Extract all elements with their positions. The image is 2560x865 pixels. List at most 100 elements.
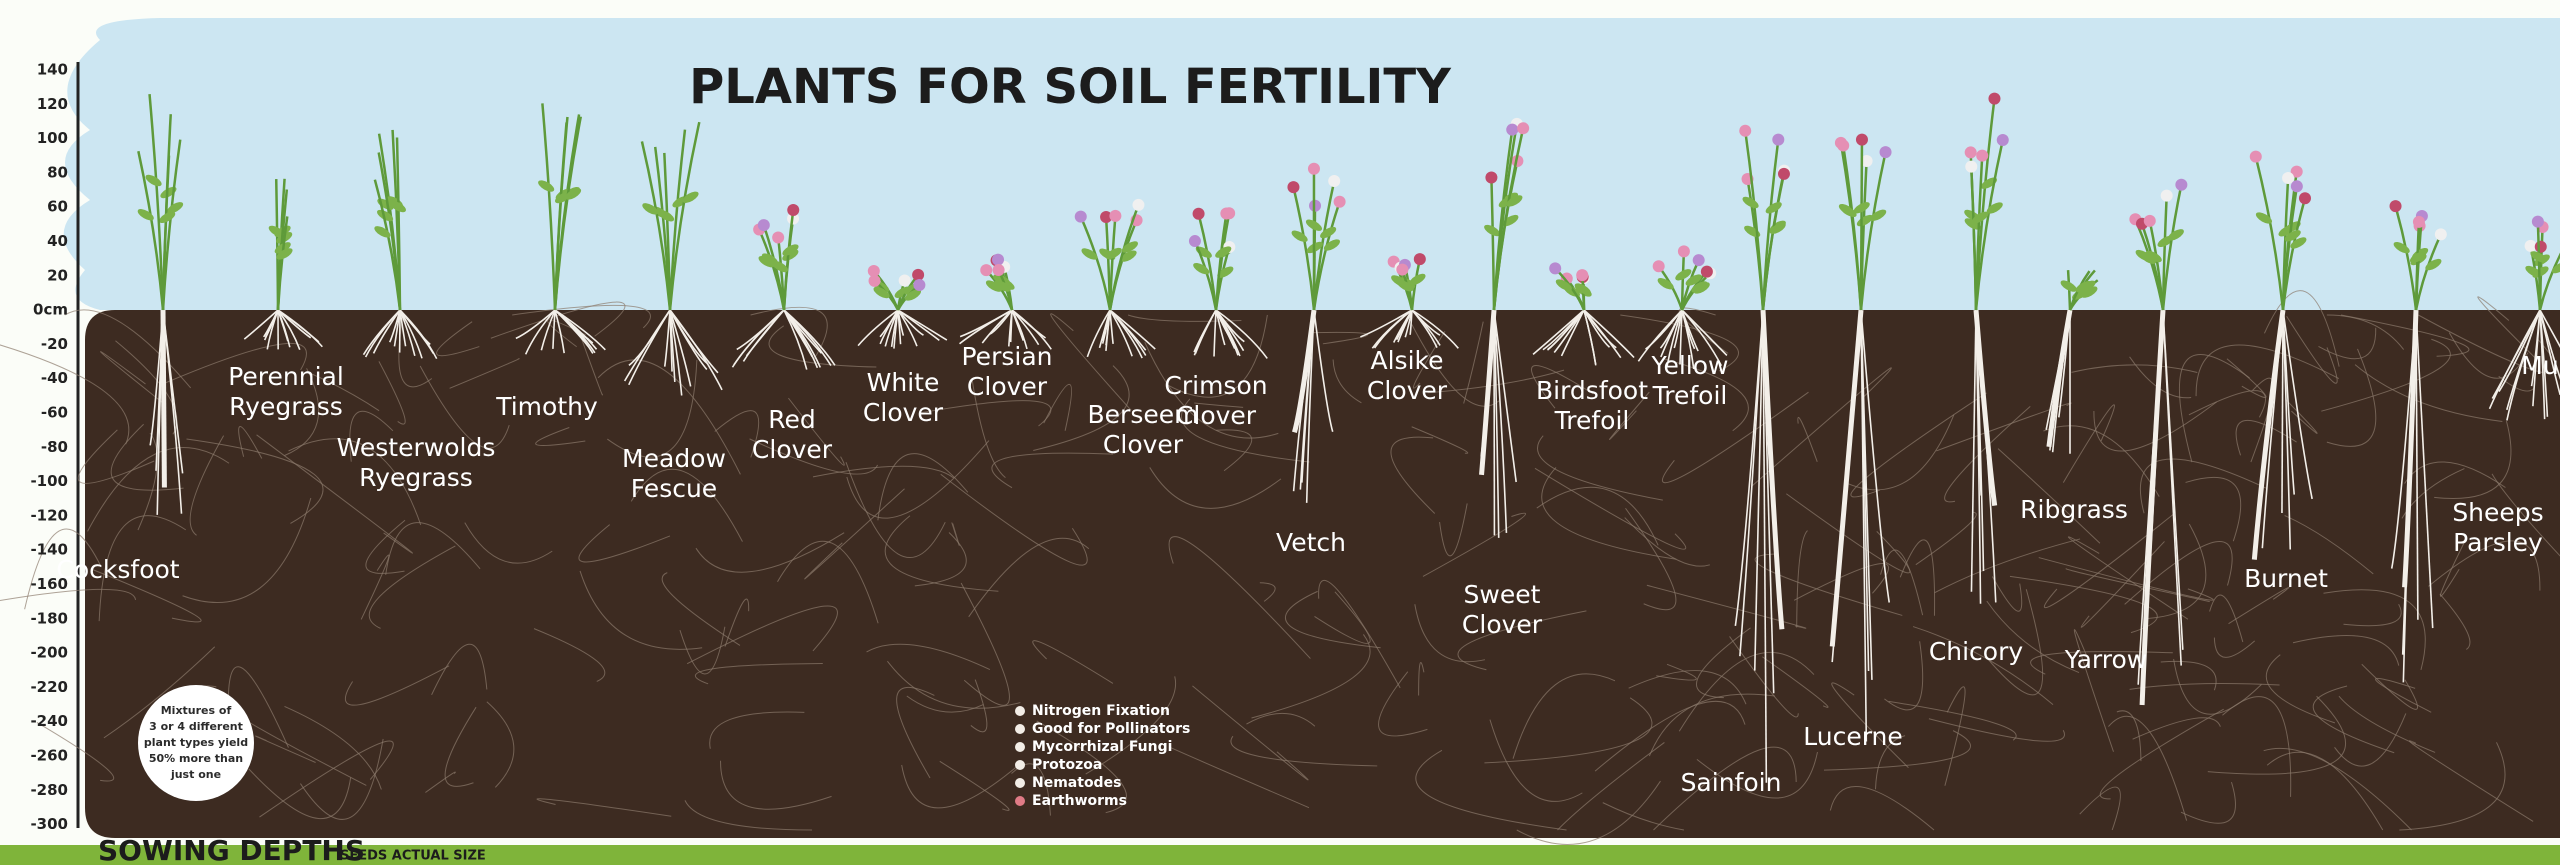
plant-label: Sheeps — [2452, 498, 2543, 527]
flower — [1308, 163, 1320, 175]
legend-icon — [1015, 706, 1025, 716]
flower — [1653, 260, 1665, 272]
flower — [2291, 180, 2303, 192]
note-line: 3 or 4 different — [149, 720, 243, 733]
depth-label: -60 — [41, 404, 68, 422]
note-line: just one — [170, 768, 221, 781]
depth-label: 80 — [47, 163, 68, 181]
flower — [1075, 211, 1087, 223]
plant-label: Clover — [967, 372, 1048, 401]
title: PLANTS FOR SOIL FERTILITY — [689, 59, 1452, 115]
legend-label: Earthworms — [1032, 793, 1127, 809]
plant-label: Clover — [1367, 376, 1448, 405]
depth-label: -160 — [30, 575, 68, 593]
flower — [2535, 241, 2547, 253]
root — [163, 310, 164, 487]
legend-icon — [1015, 760, 1025, 770]
depth-label: -40 — [41, 369, 68, 387]
depth-label: -180 — [30, 609, 68, 627]
stem — [1861, 140, 1862, 310]
depth-label: -300 — [30, 815, 68, 833]
depth-label: -280 — [30, 781, 68, 799]
legend-label: Nematodes — [1032, 775, 1121, 791]
legend-icon — [1015, 778, 1025, 788]
flower — [1678, 245, 1690, 257]
plant-label: Westerwolds — [337, 433, 496, 462]
flower — [1396, 264, 1408, 276]
root — [2282, 310, 2283, 513]
flower — [2144, 215, 2156, 227]
legend-label: Good for Pollinators — [1032, 721, 1190, 737]
depth-label: 60 — [47, 198, 68, 216]
flower — [2525, 240, 2537, 252]
plant-label: Vetch — [1276, 528, 1346, 557]
depth-label: 0cm — [33, 301, 68, 319]
depth-label: 140 — [37, 61, 68, 79]
plant-label: Crimson — [1164, 371, 1267, 400]
plant-label: Ryegrass — [359, 463, 473, 492]
plant-label: Clover — [1462, 610, 1543, 639]
depth-label: -80 — [41, 438, 68, 456]
plant-label: Lucerne — [1803, 722, 1903, 751]
flower — [2175, 179, 2187, 191]
note-line: Mixtures of — [161, 704, 232, 717]
flower — [1485, 172, 1497, 184]
depth-label: -100 — [30, 472, 68, 490]
legend-icon — [1015, 796, 1025, 806]
infographic: CocksfootPerennialRyegrassWesterwoldsRye… — [0, 0, 2560, 865]
plant-label: Persian — [962, 342, 1053, 371]
plant-label: Sainfoin — [1681, 768, 1782, 797]
depth-label: -200 — [30, 644, 68, 662]
plant-label: Parsley — [2453, 528, 2543, 557]
flower — [913, 279, 925, 291]
plant-label: Burnet — [2244, 564, 2328, 593]
depth-label: -140 — [30, 541, 68, 559]
plant-label: Yellow — [1651, 351, 1729, 380]
note-line: plant types yield — [144, 736, 248, 749]
plant-label: Clover — [752, 435, 833, 464]
flower — [787, 204, 799, 216]
flower — [1506, 124, 1518, 136]
flower — [758, 219, 770, 231]
depth-label: -260 — [30, 747, 68, 765]
plant-label: Alsike — [1371, 346, 1444, 375]
flower — [1772, 134, 1784, 146]
flower — [1549, 262, 1561, 274]
plant-label: Fescue — [631, 474, 717, 503]
plant-label: Sweet — [1464, 580, 1541, 609]
flower — [1837, 140, 1849, 152]
soil — [85, 310, 2560, 838]
flower — [2299, 192, 2311, 204]
depth-label: 100 — [37, 129, 68, 147]
depth-label: -240 — [30, 712, 68, 730]
flower — [1193, 208, 1205, 220]
flower — [1287, 181, 1299, 193]
plant-label: Timothy — [495, 392, 598, 421]
legend-icon — [1015, 724, 1025, 734]
plant-label: Birdsfoot — [1536, 376, 1648, 405]
flower — [1880, 146, 1892, 158]
flower — [1693, 254, 1705, 266]
plant-label: Clover — [863, 398, 944, 427]
footer-subtitle: SEEDS ACTUAL SIZE — [340, 849, 486, 864]
flower — [993, 264, 1005, 276]
plant-label: Yarrow — [2064, 645, 2147, 674]
depth-label: -120 — [30, 506, 68, 524]
depth-label: -220 — [30, 678, 68, 696]
flower — [1965, 146, 1977, 158]
flower — [1739, 125, 1751, 137]
legend-label: Mycorrhizal Fungi — [1032, 739, 1172, 755]
plant-label: Chicory — [1929, 637, 2024, 666]
flower — [2161, 190, 2173, 202]
plant-label: Ribgrass — [2020, 495, 2128, 524]
flower — [1414, 253, 1426, 265]
plant-label: Red — [768, 405, 816, 434]
flower — [2390, 200, 2402, 212]
flower — [1328, 175, 1340, 187]
flower — [2413, 216, 2425, 228]
footer-title: SOWING DEPTHS — [98, 834, 365, 865]
plant-label: Clover — [1103, 430, 1184, 459]
flower — [1965, 161, 1977, 173]
flower — [1701, 266, 1713, 278]
plant-label: Cocksfoot — [56, 555, 179, 584]
